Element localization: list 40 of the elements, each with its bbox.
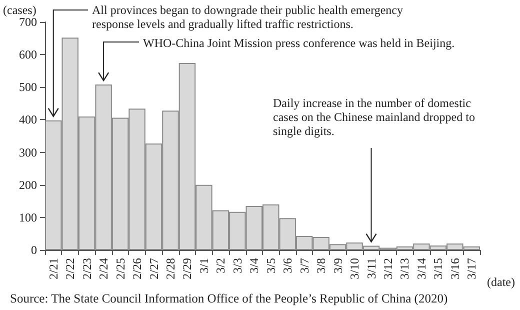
x-tick-label: 2/23 bbox=[80, 258, 94, 280]
y-tick-label: 700 bbox=[19, 15, 37, 29]
y-axis-title: (cases) bbox=[3, 3, 36, 18]
x-tick-label: 2/24 bbox=[96, 258, 111, 280]
x-tick-label: 2/27 bbox=[146, 258, 161, 280]
x-tick-label: 3/4 bbox=[247, 258, 262, 274]
source-note: Source: The State Council Information Office of the People’s Republic of China (2020) bbox=[10, 292, 448, 306]
x-tick-label: 3/6 bbox=[280, 258, 295, 274]
x-tick-label: 3/9 bbox=[330, 258, 345, 274]
y-tick-label: 200 bbox=[19, 178, 37, 192]
x-tick-label: 3/3 bbox=[230, 258, 244, 274]
x-tick-label: 3/12 bbox=[380, 258, 395, 280]
x-axis-title: (date) bbox=[487, 275, 515, 289]
x-tick-label: 3/15 bbox=[431, 258, 446, 280]
x-tick-label: 3/11 bbox=[364, 258, 378, 279]
y-tick-label: 400 bbox=[19, 112, 37, 127]
x-tick-label: 3/13 bbox=[398, 258, 412, 280]
x-tick-label: 3/16 bbox=[448, 258, 462, 280]
x-tick-label: 2/21 bbox=[46, 258, 60, 280]
x-tick-label: 2/25 bbox=[113, 258, 128, 280]
x-tick-label: 2/29 bbox=[180, 258, 194, 280]
annotation: WHO-China Joint Mission press conference was held in Beijing. bbox=[143, 36, 455, 50]
x-tick-label: 3/1 bbox=[196, 258, 211, 274]
x-tick-label: 2/28 bbox=[163, 258, 178, 280]
y-tick-label: 500 bbox=[19, 80, 37, 94]
x-tick-label: 3/10 bbox=[348, 258, 362, 280]
y-tick-label: 600 bbox=[19, 48, 37, 62]
x-tick-label: 3/17 bbox=[464, 258, 479, 280]
annotation: All provinces began to downgrade their public health emergency response levels and gradually lifted traffic restrictions. bbox=[92, 3, 406, 31]
x-tick-label: 3/8 bbox=[314, 258, 328, 274]
x-tick-label: 3/5 bbox=[264, 258, 278, 274]
x-tick-label: 2/22 bbox=[63, 258, 78, 280]
x-tick-label: 3/14 bbox=[414, 258, 428, 280]
x-tick-label: 3/7 bbox=[297, 258, 312, 274]
y-tick-label: 300 bbox=[19, 145, 37, 160]
y-tick-label: 100 bbox=[19, 210, 37, 224]
x-tick-label: 3/2 bbox=[214, 258, 228, 274]
y-tick-label: 0 bbox=[31, 243, 37, 257]
annotation: Daily increase in the number of domestic cases on the Chinese mainland dropped to single digits. bbox=[273, 96, 478, 138]
x-tick-label: 2/26 bbox=[130, 258, 144, 280]
